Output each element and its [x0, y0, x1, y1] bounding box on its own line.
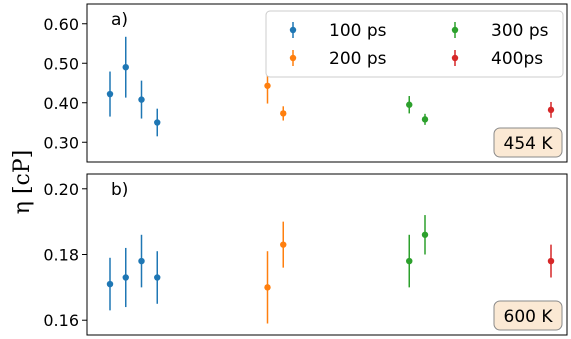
panel-b-data-points	[107, 215, 554, 323]
panel-a-y-ticks: 0.30 0.40 0.50 0.60	[43, 15, 87, 153]
legend: 100 ps 200 ps 300 ps 400ps	[266, 11, 563, 77]
data-point	[406, 102, 412, 108]
data-point	[422, 116, 428, 122]
data-point	[548, 107, 554, 113]
y-tick-label: 0.30	[43, 133, 79, 152]
badge-text: 454 K	[504, 134, 554, 154]
data-point	[138, 96, 144, 102]
badge-text: 600 K	[504, 307, 554, 327]
legend-label: 200 ps	[329, 49, 387, 69]
y-tick-label: 0.40	[43, 94, 79, 113]
legend-marker	[452, 27, 458, 33]
panel-a-label: a)	[111, 10, 128, 30]
legend-marker	[452, 55, 458, 61]
data-point	[107, 281, 113, 287]
legend-label: 400ps	[491, 49, 543, 69]
data-point	[280, 110, 286, 116]
panel-b-label: b)	[111, 180, 128, 200]
panel-b: 0.16 0.18 0.20 b) 600 K	[43, 174, 567, 335]
data-point	[154, 274, 160, 280]
data-point	[107, 91, 113, 97]
data-point	[280, 241, 286, 247]
data-point	[123, 274, 129, 280]
panel-a: 0.30 0.40 0.50 0.60 a) 454 K 100 ps 200 ps 30…	[43, 4, 567, 162]
legend-label: 100 ps	[329, 21, 387, 41]
legend-label: 300 ps	[491, 21, 549, 41]
panel-b-temperature-badge: 600 K	[494, 301, 562, 330]
panel-b-y-ticks: 0.16 0.18 0.20	[43, 180, 87, 330]
data-point	[422, 232, 428, 238]
legend-marker	[290, 55, 296, 61]
data-point	[264, 83, 270, 89]
y-tick-label: 0.16	[43, 311, 79, 330]
y-axis-label: η [cP]	[10, 150, 35, 214]
data-point	[264, 284, 270, 290]
y-tick-label: 0.50	[43, 54, 79, 73]
data-point	[154, 119, 160, 125]
data-point	[406, 258, 412, 264]
y-tick-label: 0.18	[43, 246, 79, 265]
data-point	[138, 258, 144, 264]
data-point	[548, 258, 554, 264]
panel-a-temperature-badge: 454 K	[494, 128, 562, 157]
y-tick-label: 0.20	[43, 180, 79, 199]
legend-marker	[290, 27, 296, 33]
y-tick-label: 0.60	[43, 15, 79, 34]
data-point	[123, 64, 129, 70]
